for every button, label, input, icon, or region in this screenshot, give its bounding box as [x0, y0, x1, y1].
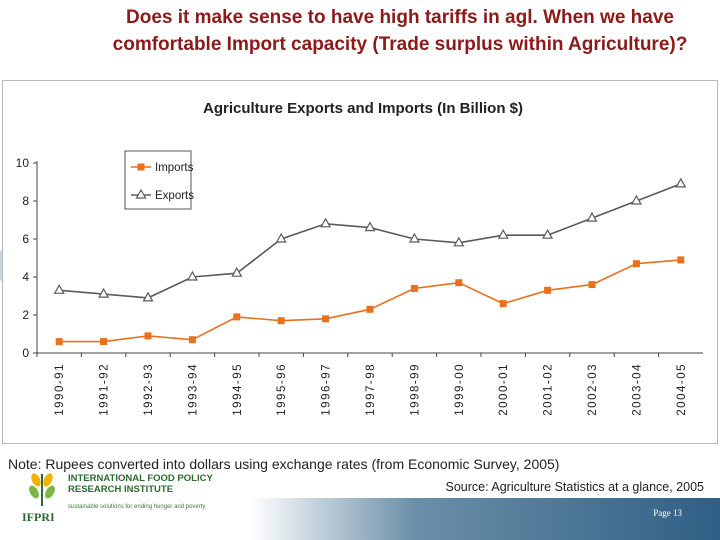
x-tick-label: 1993-94	[187, 363, 199, 416]
data-point-exports	[275, 232, 287, 243]
data-point-exports	[586, 211, 598, 222]
series-imports	[55, 256, 685, 346]
y-tick-label: 10	[16, 156, 30, 170]
footer-bar	[250, 498, 720, 540]
logo-abbr: IFPRI	[22, 510, 55, 524]
x-tick-label: 1998-99	[409, 363, 421, 416]
x-tick-label: 1990-91	[54, 363, 66, 416]
data-point-exports	[408, 232, 420, 243]
data-point-imports	[588, 281, 596, 289]
data-point-exports	[630, 194, 642, 205]
data-point-imports	[677, 256, 685, 264]
data-point-imports	[188, 336, 196, 344]
ifpri-logo: INTERNATIONAL FOOD POLICY RESEARCH INSTI…	[20, 466, 240, 528]
legend-marker	[135, 188, 147, 199]
data-point-exports	[675, 177, 687, 188]
logo-tagline: sustainable solutions for ending hunger …	[68, 504, 206, 510]
logo-name: INTERNATIONAL FOOD POLICY RESEARCH INSTI…	[68, 473, 213, 495]
data-point-imports	[144, 332, 152, 340]
y-tick-label: 6	[22, 232, 29, 246]
data-point-imports	[499, 300, 507, 308]
data-point-exports	[542, 228, 554, 239]
data-point-exports	[98, 287, 110, 298]
y-tick-label: 8	[22, 194, 29, 208]
page-number: Page 13	[653, 508, 682, 518]
x-tick-label: 2004-05	[676, 363, 688, 416]
y-tick-label: 4	[22, 270, 29, 284]
x-tick-label: 1994-95	[232, 363, 244, 416]
data-point-imports	[544, 286, 552, 294]
x-tick-label: 1999-00	[454, 363, 466, 416]
x-tick-label: 1997-98	[365, 363, 377, 416]
data-point-imports	[55, 338, 63, 346]
y-tick-label: 2	[22, 308, 29, 322]
chart-panel: Agriculture Exports and Imports (In Bill…	[2, 80, 718, 444]
legend-box	[124, 150, 192, 210]
chart-legend: Imports Exports	[124, 150, 194, 210]
x-tick-label: 1995-96	[276, 363, 288, 416]
x-tick-label: 1991-92	[99, 363, 111, 416]
data-point-exports	[497, 228, 509, 239]
data-point-imports	[632, 260, 640, 268]
data-point-imports	[277, 317, 285, 325]
wheat-icon	[29, 473, 55, 506]
chart-title: Agriculture Exports and Imports (In Bill…	[203, 100, 523, 117]
x-tick-label: 2003-04	[631, 363, 643, 416]
x-tick-label: 1996-97	[321, 363, 333, 416]
data-point-imports	[100, 338, 108, 346]
x-tick-label: 1992-93	[143, 363, 155, 416]
data-point-exports	[231, 266, 243, 277]
data-point-exports	[364, 221, 376, 232]
data-point-exports	[186, 270, 198, 281]
legend-marker	[137, 163, 145, 171]
source-text: Source: Agriculture Statistics at a glan…	[445, 480, 704, 494]
data-point-exports	[453, 236, 465, 247]
line-chart: Agriculture Exports and Imports (In Bill…	[16, 100, 703, 416]
data-point-imports	[233, 313, 241, 321]
data-point-imports	[366, 305, 374, 313]
chart-axes: 0 2 4 6 8 10 1990-91 1991-92 1992-93 1993-94 1994-…	[16, 156, 703, 416]
data-point-exports	[53, 284, 65, 294]
legend-label: Imports	[155, 162, 194, 174]
data-point-exports	[142, 291, 154, 302]
series-exports	[53, 177, 687, 302]
data-point-imports	[455, 279, 463, 287]
legend-label: Exports	[155, 190, 194, 202]
chart-series	[53, 177, 687, 346]
data-point-exports	[320, 217, 332, 228]
slide-title: Does it make sense to have high tariffs …	[112, 7, 688, 55]
x-tick-label: 2002-03	[587, 363, 599, 416]
data-point-imports	[322, 315, 330, 323]
data-point-imports	[410, 284, 418, 292]
x-tick-label: 2000-01	[498, 363, 510, 416]
note-text: Note: Rupees converted into dollars usin…	[8, 456, 560, 472]
y-tick-label: 0	[22, 346, 29, 360]
x-tick-label: 2001-02	[543, 363, 555, 416]
